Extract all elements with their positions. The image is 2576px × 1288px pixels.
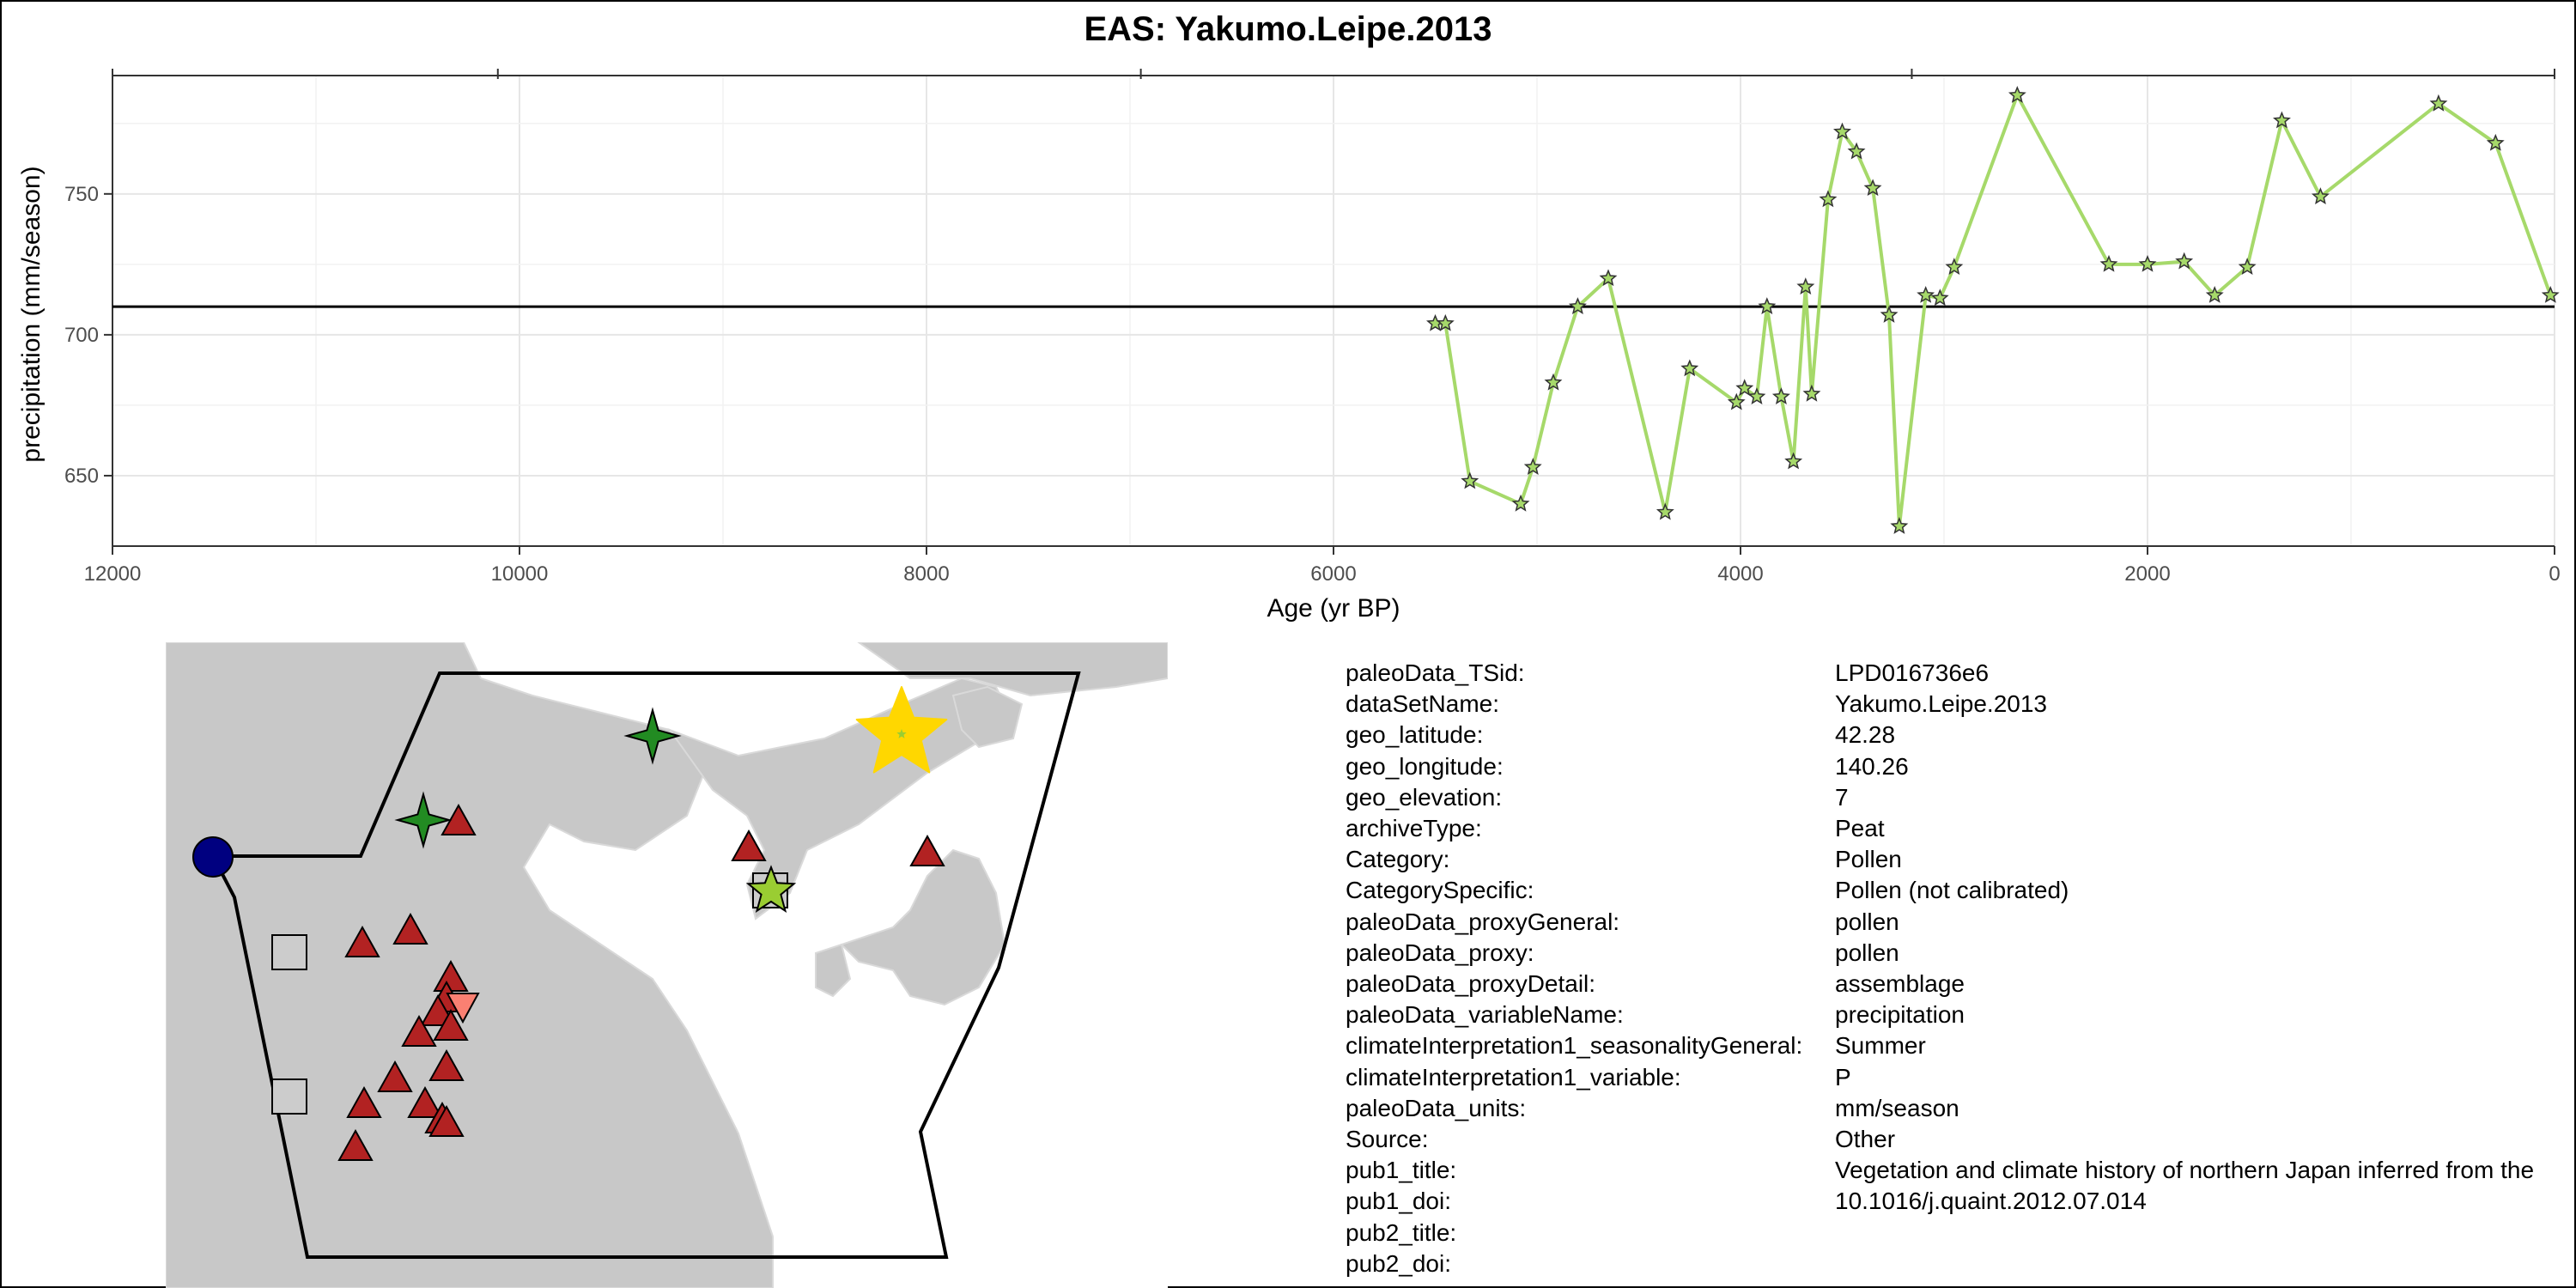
x-tick-label: 12000 [84, 562, 142, 586]
metadata-value: 10.1016/j.quaint.2012.07.014 [1835, 1188, 2147, 1215]
data-point [1735, 379, 1754, 397]
data-point [2312, 187, 2330, 205]
data-point [1771, 387, 1790, 405]
x-tick-label: 6000 [1310, 562, 1356, 586]
series-line [1435, 91, 2553, 527]
y-tick-label: 700 [64, 324, 99, 347]
metadata-value: P [1835, 1063, 1851, 1091]
x-tick-label: 2000 [2124, 562, 2170, 586]
metadata-key: pub1_title: [1346, 1157, 1457, 1184]
data-series [1426, 86, 2560, 534]
metadata-value: pollen [1835, 939, 1899, 966]
data-point [1656, 502, 1674, 520]
data-point [1802, 384, 1821, 402]
data-point [1568, 297, 1587, 315]
y-tick-label: 650 [64, 465, 99, 488]
metadata-key: paleoData_units: [1346, 1094, 1527, 1121]
metadata-key: climateInterpretation1_variable: [1346, 1063, 1681, 1091]
metadata-value: Pollen (not calibrated) [1835, 877, 2069, 904]
y-tick-label: 750 [64, 183, 99, 206]
x-tick-label: 4000 [1717, 562, 1763, 586]
data-point [2099, 254, 2118, 272]
metadata-key: paleoData_proxy: [1346, 939, 1534, 966]
data-point [1680, 359, 1699, 377]
metadata-value: precipitation [1835, 1001, 1965, 1029]
metadata-value: Other [1835, 1126, 1896, 1152]
y-axis-title: precipitation (mm/season) [17, 166, 46, 462]
data-point [1796, 277, 1815, 295]
data-point [1436, 313, 1455, 331]
data-point [1523, 458, 1542, 476]
data-point [1847, 142, 1866, 160]
data-point [1863, 179, 1882, 197]
data-point [2273, 111, 2291, 129]
metadata-value: Pollen [1835, 846, 1902, 873]
data-point [1917, 286, 1935, 303]
data-point [1747, 387, 1766, 405]
metadata-key: CategorySpecific: [1346, 877, 1534, 904]
metadata-value: Vegetation and climate history of northe… [1835, 1157, 2535, 1184]
data-point [1461, 471, 1479, 489]
data-point [2486, 133, 2505, 151]
metadata-value: Peat [1835, 815, 1885, 841]
data-point [1945, 258, 1964, 276]
plot-axes: 12000 10000 8000 6000 4000 2000 0 650 700 750 [64, 69, 2561, 586]
data-point [1890, 517, 1909, 534]
x-tick-label: 8000 [903, 562, 949, 586]
metadata-key: pub1_doi: [1346, 1188, 1452, 1215]
metadata-key: paleoData_proxyGeneral: [1346, 908, 1620, 935]
plot-grid [112, 76, 2555, 547]
metadata-key: Category: [1346, 846, 1450, 873]
metadata-value: Yakumo.Leipe.2013 [1835, 690, 2047, 718]
data-point [1833, 122, 1851, 140]
data-point [2205, 286, 2224, 303]
data-point [2541, 286, 2560, 303]
data-point [1930, 289, 1949, 307]
x-tick-label: 0 [2549, 562, 2560, 586]
metadata-key: archiveType: [1346, 815, 1482, 841]
data-point [1758, 297, 1777, 315]
data-point [2238, 258, 2257, 276]
metadata-value: Summer [1835, 1032, 1926, 1060]
data-point [2175, 252, 2194, 270]
metadata-value: assemblage [1835, 970, 1965, 997]
metadata-key: pub2_title: [1346, 1218, 1457, 1246]
data-point [1880, 305, 1899, 323]
time-series-plot: 12000 10000 8000 6000 4000 2000 0 650 700 750 Age… [17, 69, 2561, 623]
metadata-value: 42.28 [1835, 721, 1896, 749]
data-point [1544, 373, 1563, 391]
data-point [1819, 190, 1838, 208]
metadata-key: paleoData_TSid: [1346, 659, 1525, 686]
x-tick-label: 10000 [491, 562, 549, 586]
data-point [2138, 254, 2157, 272]
metadata-key: dataSetName: [1346, 690, 1499, 718]
data-point [1784, 452, 1803, 470]
x-axis-title: Age (yr BP) [1267, 594, 1400, 623]
metadata-value: pollen [1835, 908, 1899, 935]
metadata-key: climateInterpretation1_seasonalityGenera… [1346, 1032, 1803, 1060]
metadata-table: paleoData_TSid: LPD016736e6 dataSetName: Ya… [1346, 658, 2573, 1283]
metadata-key: paleoData_variableName: [1346, 1001, 1624, 1029]
data-point [1599, 269, 1618, 287]
metadata-value: LPD016736e6 [1835, 659, 1990, 686]
data-point [1511, 494, 1530, 512]
metadata-key: geo_latitude: [1346, 721, 1484, 749]
metadata-key: paleoData_proxyDetail: [1346, 970, 1596, 997]
metadata-key: geo_longitude: [1346, 752, 1504, 780]
metadata-key: Source: [1346, 1126, 1429, 1152]
data-point [1727, 392, 1746, 410]
metadata-key: geo_elevation: [1346, 783, 1503, 811]
data-point [2008, 86, 2026, 103]
metadata-value: 7 [1835, 783, 1849, 811]
metadata-value: 140.26 [1835, 752, 1909, 780]
metadata-key: pub2_doi: [1346, 1249, 1452, 1277]
chart-title: EAS: Yakumo.Leipe.2013 [1084, 10, 1492, 48]
data-point [2429, 94, 2448, 112]
metadata-value: mm/season [1835, 1094, 1959, 1121]
